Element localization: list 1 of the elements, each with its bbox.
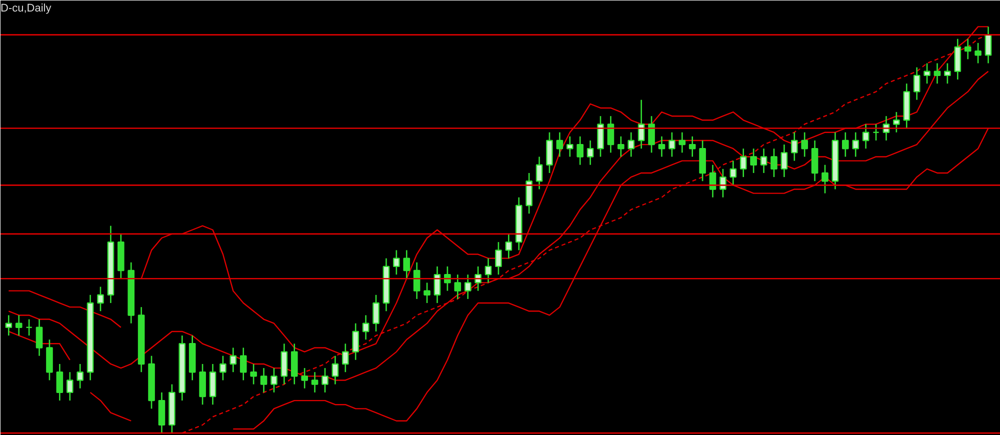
chart-title: D-cu,Daily <box>0 2 52 14</box>
